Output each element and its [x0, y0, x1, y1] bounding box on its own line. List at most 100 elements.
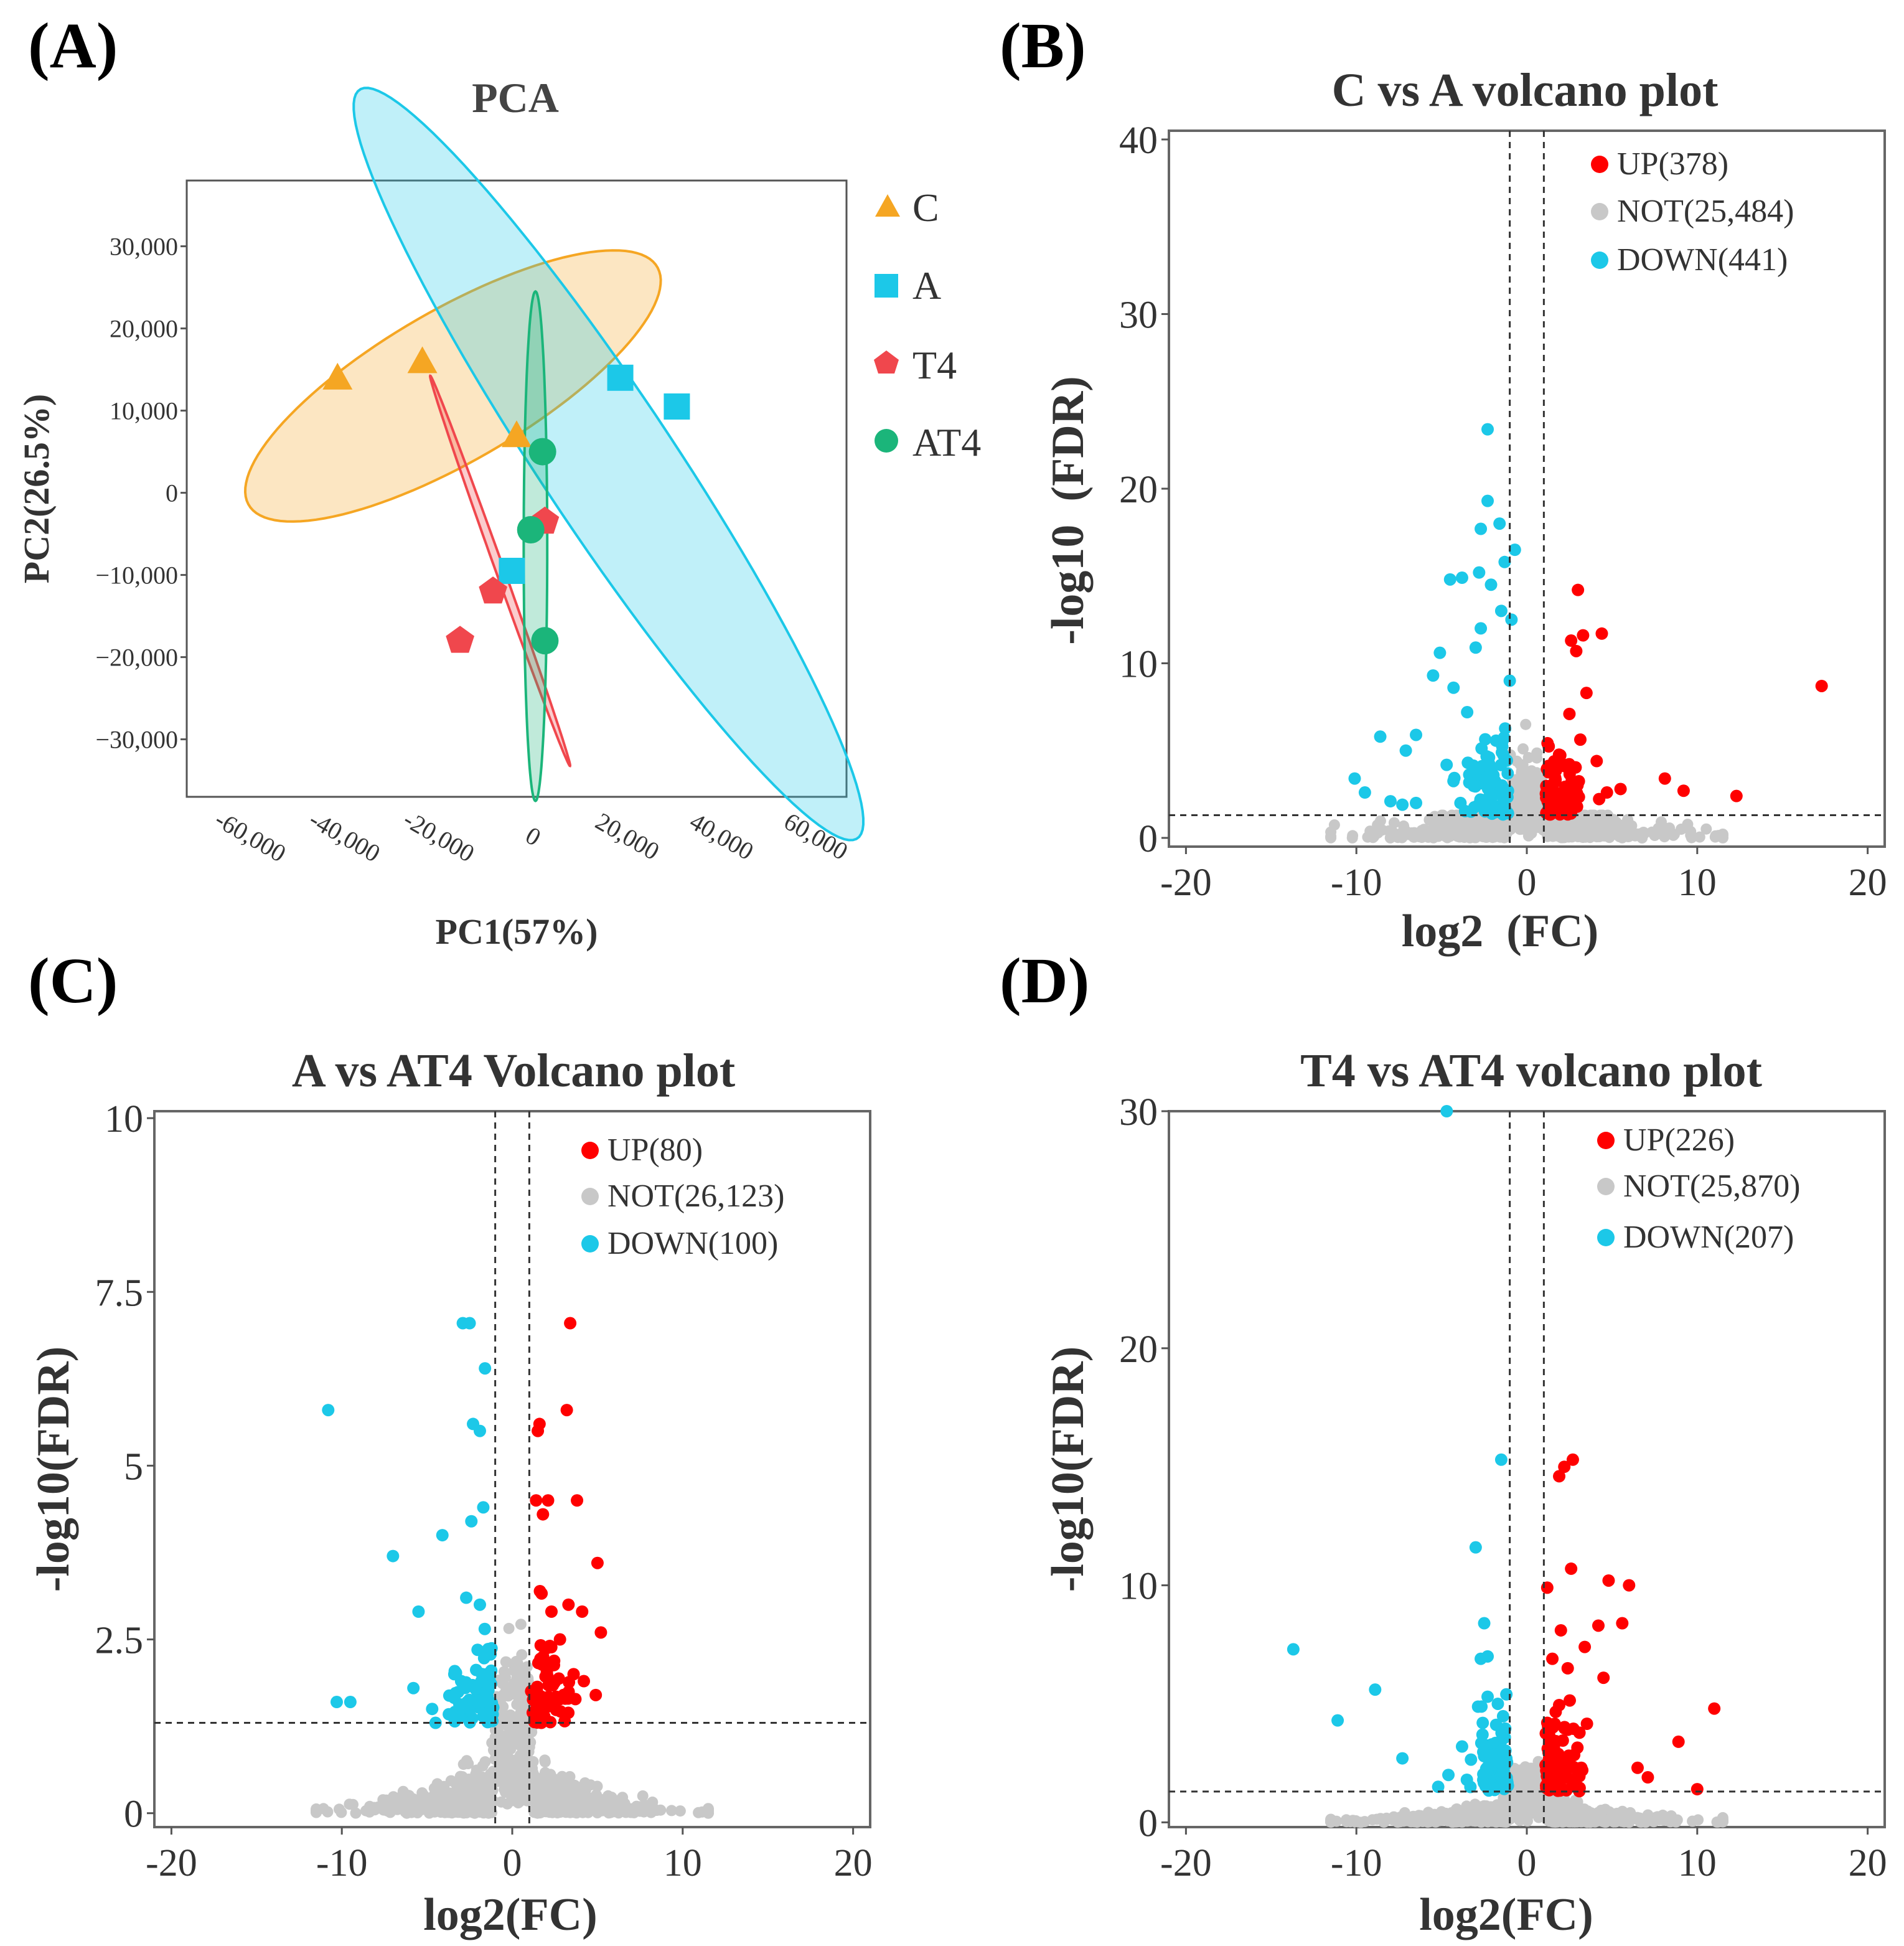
- vD-down-point: [1478, 1617, 1491, 1630]
- vD-y-tick-label: 0: [1138, 1802, 1158, 1845]
- vB-not-point: [1473, 826, 1485, 838]
- vD-not-point: [1549, 1815, 1560, 1826]
- vB-not-point: [1573, 828, 1585, 840]
- vC-not-point: [522, 1675, 534, 1687]
- vC-down-point: [426, 1703, 439, 1716]
- vC-not-point: [461, 1755, 472, 1767]
- vC-not-point: [520, 1793, 532, 1805]
- vD-not-point: [1692, 1814, 1704, 1826]
- vC-up-point: [545, 1605, 558, 1618]
- vC-down-point: [477, 1501, 490, 1514]
- volcano-c-x-label: log2(FC): [423, 1889, 598, 1940]
- vB-not-point: [1573, 817, 1585, 829]
- vB-not-point: [1686, 832, 1697, 844]
- vC-x-tick-label: -20: [146, 1842, 197, 1884]
- vB-not-point: [1664, 822, 1676, 834]
- pca-point-at4: [517, 516, 545, 543]
- vC-not-point: [522, 1769, 533, 1781]
- vC-not-point: [471, 1764, 482, 1776]
- vD-up-point: [1559, 1764, 1572, 1777]
- vB-up-point: [1595, 627, 1608, 640]
- vC-not-point: [508, 1665, 520, 1676]
- pca-point-at4: [531, 627, 559, 655]
- volcano-b-x-label: log2 (FC): [1402, 906, 1599, 957]
- vC-up-point: [554, 1705, 567, 1718]
- vC-not-point: [495, 1796, 507, 1808]
- vD-up-point: [1672, 1735, 1685, 1748]
- vD-up-point: [1571, 1741, 1584, 1754]
- volcano-d-axes: -20 -10 0 10 20 0 10 20 30: [1119, 1091, 1887, 1884]
- legend-c-up-label: UP(80): [607, 1132, 703, 1168]
- vB-down-point: [1384, 795, 1397, 808]
- vB-not-point: [1325, 832, 1337, 844]
- vC-not-point: [472, 1806, 484, 1818]
- vC-down-point: [479, 1362, 492, 1375]
- vD-y-tick-label: 30: [1119, 1091, 1158, 1134]
- vB-not-point: [1682, 819, 1694, 830]
- panel-label-a: (A): [28, 10, 118, 82]
- vB-up-point: [1554, 756, 1567, 769]
- vB-not-point: [1700, 823, 1712, 835]
- vD-not-point: [1648, 1816, 1659, 1828]
- vC-not-point: [449, 1804, 461, 1816]
- vC-up-point: [578, 1675, 590, 1688]
- vB-down-point: [1494, 784, 1508, 797]
- vB-not-point: [1517, 743, 1529, 754]
- vB-up-point: [1542, 740, 1555, 753]
- vB-y-tick-label: 40: [1119, 120, 1158, 162]
- legend-b-down-dot: [1591, 251, 1608, 269]
- vB-down-point: [1447, 681, 1460, 694]
- vD-not-point: [1501, 1795, 1512, 1807]
- vD-down-point: [1396, 1752, 1409, 1765]
- vB-down-point: [1483, 784, 1496, 797]
- vD-up-point: [1576, 1764, 1589, 1777]
- vC-x-tick-label: 10: [664, 1842, 702, 1884]
- vC-down-point: [476, 1695, 489, 1708]
- vC-up-point: [542, 1494, 555, 1507]
- volcano-c-y-label: -log10(FDR): [28, 1347, 79, 1592]
- vD-not-point: [1634, 1816, 1646, 1828]
- vC-up-point: [594, 1626, 607, 1639]
- vD-not-point: [1565, 1804, 1576, 1816]
- vD-down-point: [1432, 1780, 1445, 1793]
- vD-not-point: [1616, 1805, 1628, 1817]
- vC-not-point: [500, 1736, 512, 1747]
- pca-point-t4: [479, 576, 507, 604]
- volcano-c-plot-frame: [153, 1110, 871, 1828]
- vC-down-point: [412, 1605, 425, 1618]
- vD-up-point: [1541, 1766, 1554, 1779]
- vD-up-point: [1570, 1779, 1583, 1792]
- pca-point-a: [664, 393, 690, 420]
- vB-down-point: [1410, 728, 1423, 741]
- vC-not-point: [388, 1798, 400, 1810]
- vD-up-point: [1580, 1718, 1593, 1730]
- vC-down-point: [478, 1622, 491, 1635]
- vB-down-point: [1461, 706, 1474, 719]
- vC-up-point: [532, 1657, 545, 1670]
- pca-point-c: [502, 420, 532, 448]
- vD-up-point: [1553, 1470, 1566, 1483]
- vB-up-point: [1563, 707, 1576, 720]
- volcano-d-not-points: [1325, 1756, 1728, 1828]
- volcano-d-threshold-lines: [1169, 1111, 1885, 1827]
- legend-b-up-dot: [1591, 156, 1608, 173]
- vB-up-point: [1549, 792, 1562, 806]
- legend-b-up-label: UP(378): [1617, 146, 1728, 182]
- pca-y-axis: 30,000 20,000 10,000 0 −10,000 −20,000 −30,000: [95, 233, 187, 754]
- vC-not-point: [503, 1622, 515, 1634]
- vB-down-point: [1484, 578, 1498, 591]
- pca-point-c: [322, 362, 353, 390]
- vD-down-point: [1493, 1780, 1506, 1793]
- vC-down-point: [387, 1549, 400, 1563]
- vB-not-point: [1388, 817, 1400, 829]
- legend-c-up-dot: [581, 1142, 599, 1159]
- vC-not-point: [568, 1800, 580, 1812]
- vB-not-point: [1510, 774, 1522, 786]
- vC-not-point: [547, 1772, 559, 1784]
- vB-not-point: [1694, 831, 1705, 843]
- vD-not-point: [1539, 1807, 1550, 1819]
- volcano-d-legend: UP(226) NOT(25,870) DOWN(207): [1597, 1122, 1801, 1255]
- vD-down-point: [1494, 1453, 1508, 1466]
- vC-not-point: [511, 1686, 523, 1698]
- vC-not-point: [616, 1803, 627, 1815]
